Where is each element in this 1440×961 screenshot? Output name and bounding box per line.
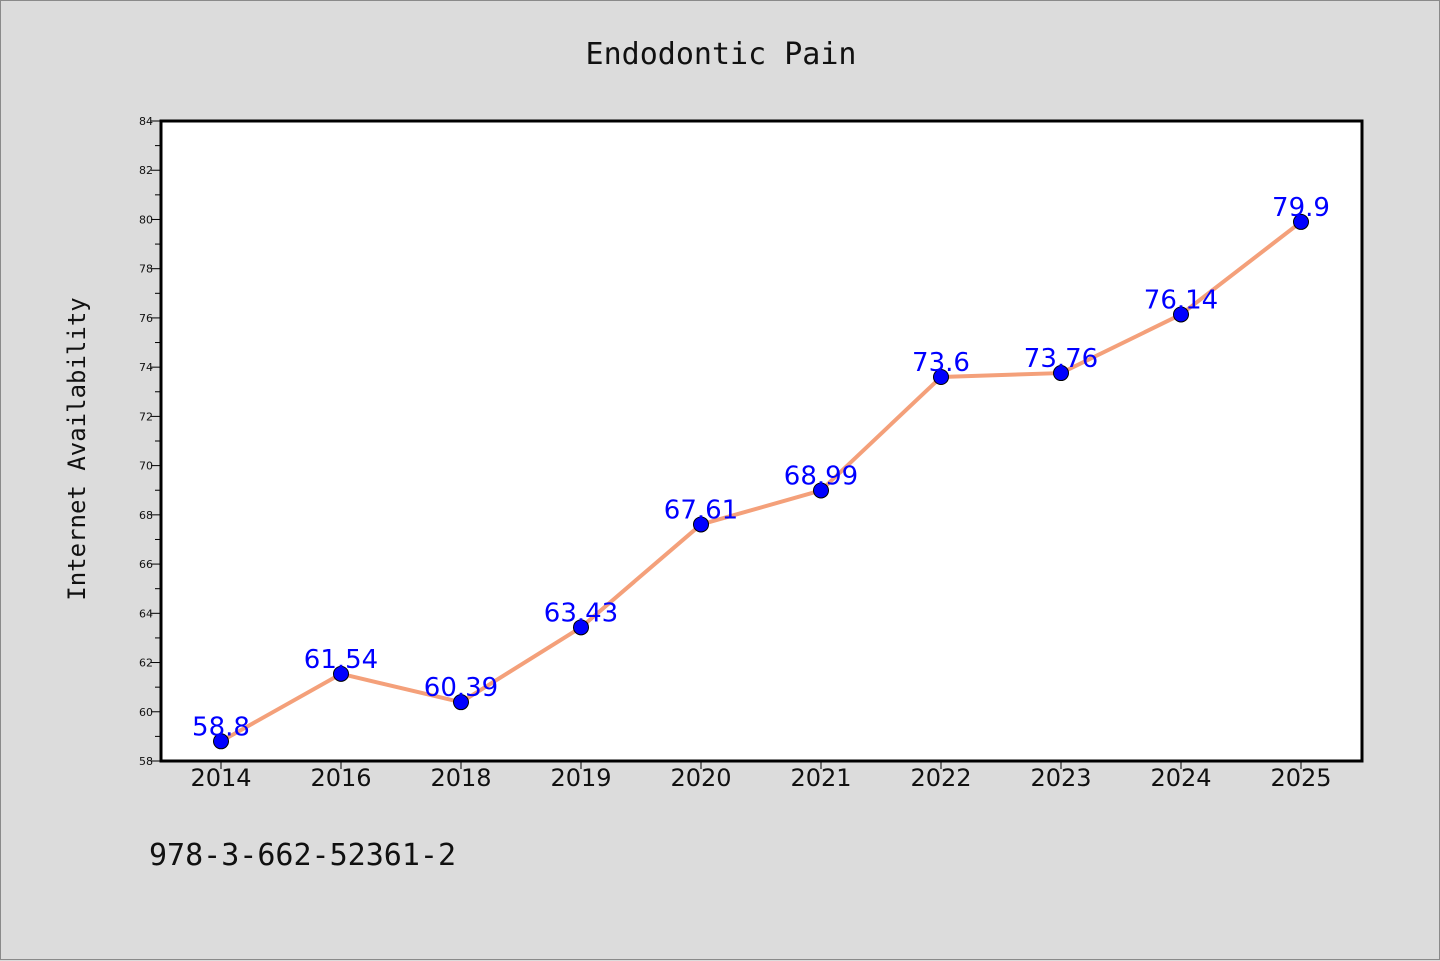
x-tick-label: 2021 [790, 764, 851, 792]
data-label: 73.76 [1024, 344, 1098, 374]
data-labels: 58.8 61.54 60.39 63.43 67.61 68.99 73.6 73.76 76… [192, 193, 1330, 742]
x-tick-label: 2019 [550, 764, 611, 792]
x-tick-label: 2025 [1270, 764, 1331, 792]
y-tick-label: 74 [139, 361, 153, 374]
y-tick-label: 78 [139, 263, 153, 276]
x-tick-label: 2024 [1150, 764, 1211, 792]
plot-area [161, 121, 1362, 761]
data-point [213, 733, 229, 750]
y-tick-label: 64 [139, 607, 153, 620]
x-tick-label: 2022 [910, 764, 971, 792]
data-label: 63.43 [544, 598, 618, 628]
data-point [573, 619, 589, 636]
y-axis-label: Internet Availability [63, 297, 91, 600]
y-tick-label: 80 [139, 213, 153, 226]
data-label: 73.6 [912, 348, 970, 378]
isbn-annotation: 978-3-662-52361-2 [149, 838, 456, 873]
data-point [693, 516, 709, 533]
data-label: 76.14 [1144, 285, 1218, 315]
data-label: 60.39 [424, 673, 498, 703]
data-label: 58.8 [192, 712, 250, 742]
x-tick-label: 2020 [670, 764, 731, 792]
y-tick-label: 58 [139, 755, 153, 768]
data-point [813, 482, 829, 499]
data-label: 61.54 [304, 645, 378, 675]
y-tick-label: 76 [139, 312, 153, 325]
data-point [1053, 365, 1069, 382]
data-point [1173, 306, 1189, 323]
y-tick-label: 60 [139, 706, 153, 719]
x-tick-label: 2018 [430, 764, 491, 792]
x-tick-label: 2023 [1030, 764, 1091, 792]
data-point [933, 369, 949, 385]
y-tick-label: 82 [139, 164, 153, 177]
data-point [333, 665, 349, 682]
y-axis-ticks: 58 60 62 64 66 68 70 72 74 76 78 80 82 84 [139, 115, 161, 768]
y-tick-label: 62 [139, 657, 153, 670]
data-label: 67.61 [664, 495, 738, 525]
chart-title: Endodontic Pain [586, 37, 857, 72]
data-point [1293, 213, 1309, 230]
y-tick-label: 84 [139, 115, 153, 128]
data-label: 68.99 [784, 461, 858, 491]
data-label: 79.9 [1272, 193, 1330, 223]
y-tick-label: 68 [139, 509, 153, 522]
y-tick-label: 66 [139, 558, 153, 571]
x-tick-label: 2014 [190, 764, 251, 792]
data-markers [213, 213, 1309, 750]
x-axis-ticks: 2014 2016 2018 2019 2020 2021 2022 2023 2024 2025 [190, 761, 1332, 792]
data-point [453, 694, 469, 711]
y-tick-label: 70 [139, 460, 153, 473]
y-tick-label: 72 [139, 410, 153, 423]
x-tick-label: 2016 [310, 764, 371, 792]
plot-border [159, 119, 1364, 763]
series-line [220, 220, 1303, 744]
